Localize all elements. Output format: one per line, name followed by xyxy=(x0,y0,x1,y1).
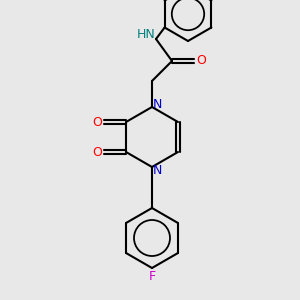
Text: HN: HN xyxy=(136,28,155,40)
Text: F: F xyxy=(148,271,156,284)
Text: O: O xyxy=(92,146,102,158)
Text: N: N xyxy=(152,98,162,110)
Text: O: O xyxy=(92,116,102,128)
Text: O: O xyxy=(196,55,206,68)
Text: N: N xyxy=(152,164,162,178)
